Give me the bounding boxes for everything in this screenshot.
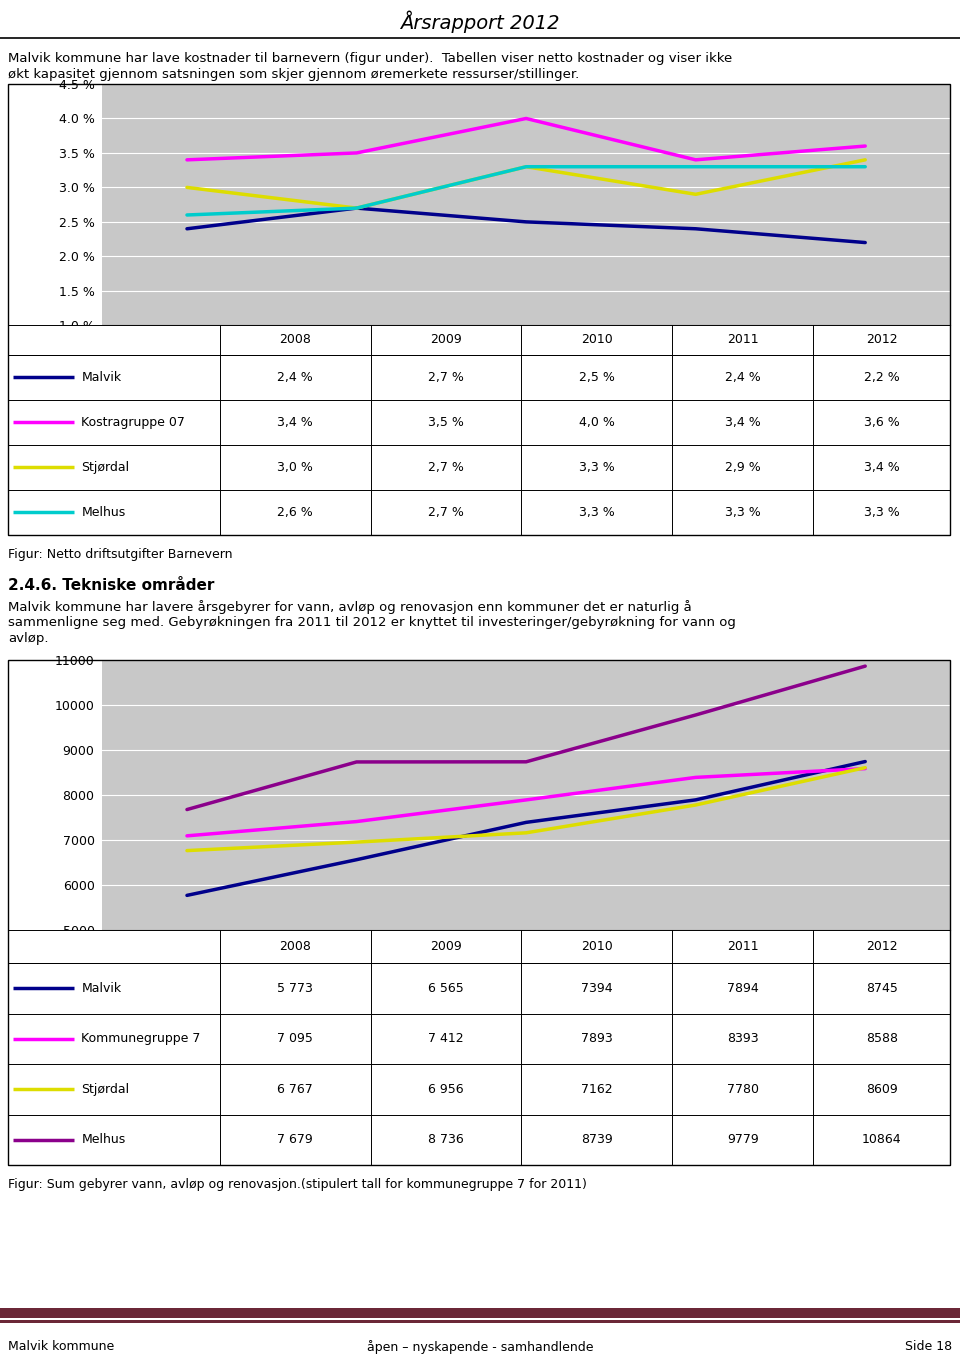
Text: 3,6 %: 3,6 %: [864, 416, 900, 429]
Text: 3,3 %: 3,3 %: [579, 461, 614, 474]
Text: 2,7 %: 2,7 %: [428, 371, 464, 383]
Text: Malvik kommune har lave kostnader til barnevern (figur under).  Tabellen viser n: Malvik kommune har lave kostnader til ba…: [8, 52, 732, 65]
Text: Figur: Sum gebyrer vann, avløp og renovasjon.(stipulert tall for kommunegruppe 7: Figur: Sum gebyrer vann, avløp og renova…: [8, 1178, 587, 1191]
Text: 2.4.6. Tekniske områder: 2.4.6. Tekniske områder: [8, 578, 214, 593]
Text: Kommunegruppe 7: Kommunegruppe 7: [82, 1032, 201, 1045]
Text: 2,4 %: 2,4 %: [277, 371, 313, 383]
Text: 2008: 2008: [279, 334, 311, 346]
Text: 8745: 8745: [866, 981, 898, 995]
Text: Side 18: Side 18: [905, 1340, 952, 1353]
Text: 2009: 2009: [430, 334, 462, 346]
Text: økt kapasitet gjennom satsningen som skjer gjennom øremerkete ressurser/stilling: økt kapasitet gjennom satsningen som skj…: [8, 68, 579, 80]
Text: 3,0 %: 3,0 %: [277, 461, 313, 474]
Text: 2010: 2010: [581, 334, 612, 346]
Text: 3,3 %: 3,3 %: [864, 506, 900, 519]
Text: 7893: 7893: [581, 1032, 612, 1045]
Text: 8609: 8609: [866, 1082, 898, 1096]
Text: Stjørdal: Stjørdal: [82, 461, 130, 474]
Text: 2,5 %: 2,5 %: [579, 371, 614, 383]
Text: Malvik kommune: Malvik kommune: [8, 1340, 114, 1353]
Text: 2,7 %: 2,7 %: [428, 506, 464, 519]
Text: 3,5 %: 3,5 %: [428, 416, 464, 429]
Text: Kostragruppe 07: Kostragruppe 07: [82, 416, 185, 429]
Text: 7 095: 7 095: [277, 1032, 313, 1045]
Text: Figur: Netto driftsutgifter Barnevern: Figur: Netto driftsutgifter Barnevern: [8, 548, 232, 562]
Text: Melhus: Melhus: [82, 506, 126, 519]
Text: 3,3 %: 3,3 %: [725, 506, 760, 519]
Text: 7 412: 7 412: [428, 1032, 464, 1045]
Text: 3,4 %: 3,4 %: [864, 461, 900, 474]
Text: 10864: 10864: [862, 1133, 901, 1146]
Text: sammenligne seg med. Gebyrøkningen fra 2011 til 2012 er knyttet til investeringe: sammenligne seg med. Gebyrøkningen fra 2…: [8, 616, 736, 628]
Text: 2012: 2012: [866, 940, 898, 953]
Text: 7780: 7780: [727, 1082, 758, 1096]
Text: 7162: 7162: [581, 1082, 612, 1096]
Text: 2,9 %: 2,9 %: [725, 461, 760, 474]
Text: 2011: 2011: [727, 940, 758, 953]
Text: avløp.: avløp.: [8, 632, 49, 645]
Text: 2009: 2009: [430, 940, 462, 953]
Text: 8393: 8393: [727, 1032, 758, 1045]
Text: Årsrapport 2012: Årsrapport 2012: [400, 11, 560, 33]
Text: 3,3 %: 3,3 %: [579, 506, 614, 519]
Text: 4,0 %: 4,0 %: [579, 416, 614, 429]
Text: 2011: 2011: [727, 334, 758, 346]
Text: 9779: 9779: [727, 1133, 758, 1146]
Text: 6 956: 6 956: [428, 1082, 464, 1096]
Text: Stjørdal: Stjørdal: [82, 1082, 130, 1096]
Text: 5 773: 5 773: [277, 981, 313, 995]
Text: 2,4 %: 2,4 %: [725, 371, 760, 383]
Text: 7394: 7394: [581, 981, 612, 995]
Text: 8 736: 8 736: [428, 1133, 464, 1146]
Text: 2010: 2010: [581, 940, 612, 953]
Text: 2,2 %: 2,2 %: [864, 371, 900, 383]
Text: Melhus: Melhus: [82, 1133, 126, 1146]
Text: 6 767: 6 767: [277, 1082, 313, 1096]
Text: 3,4 %: 3,4 %: [277, 416, 313, 429]
Text: 7894: 7894: [727, 981, 758, 995]
Text: 6 565: 6 565: [428, 981, 464, 995]
Text: 2008: 2008: [279, 940, 311, 953]
Text: 7 679: 7 679: [277, 1133, 313, 1146]
Text: 3,4 %: 3,4 %: [725, 416, 760, 429]
Text: 8588: 8588: [866, 1032, 898, 1045]
Text: Malvik: Malvik: [82, 981, 122, 995]
Text: åpen – nyskapende - samhandlende: åpen – nyskapende - samhandlende: [367, 1340, 593, 1353]
Text: 2,7 %: 2,7 %: [428, 461, 464, 474]
Text: 8739: 8739: [581, 1133, 612, 1146]
Text: Malvik kommune har lavere årsgebyrer for vann, avløp og renovasjon enn kommuner : Malvik kommune har lavere årsgebyrer for…: [8, 600, 692, 613]
Text: 2,6 %: 2,6 %: [277, 506, 313, 519]
Text: 2012: 2012: [866, 334, 898, 346]
Text: Malvik: Malvik: [82, 371, 122, 383]
